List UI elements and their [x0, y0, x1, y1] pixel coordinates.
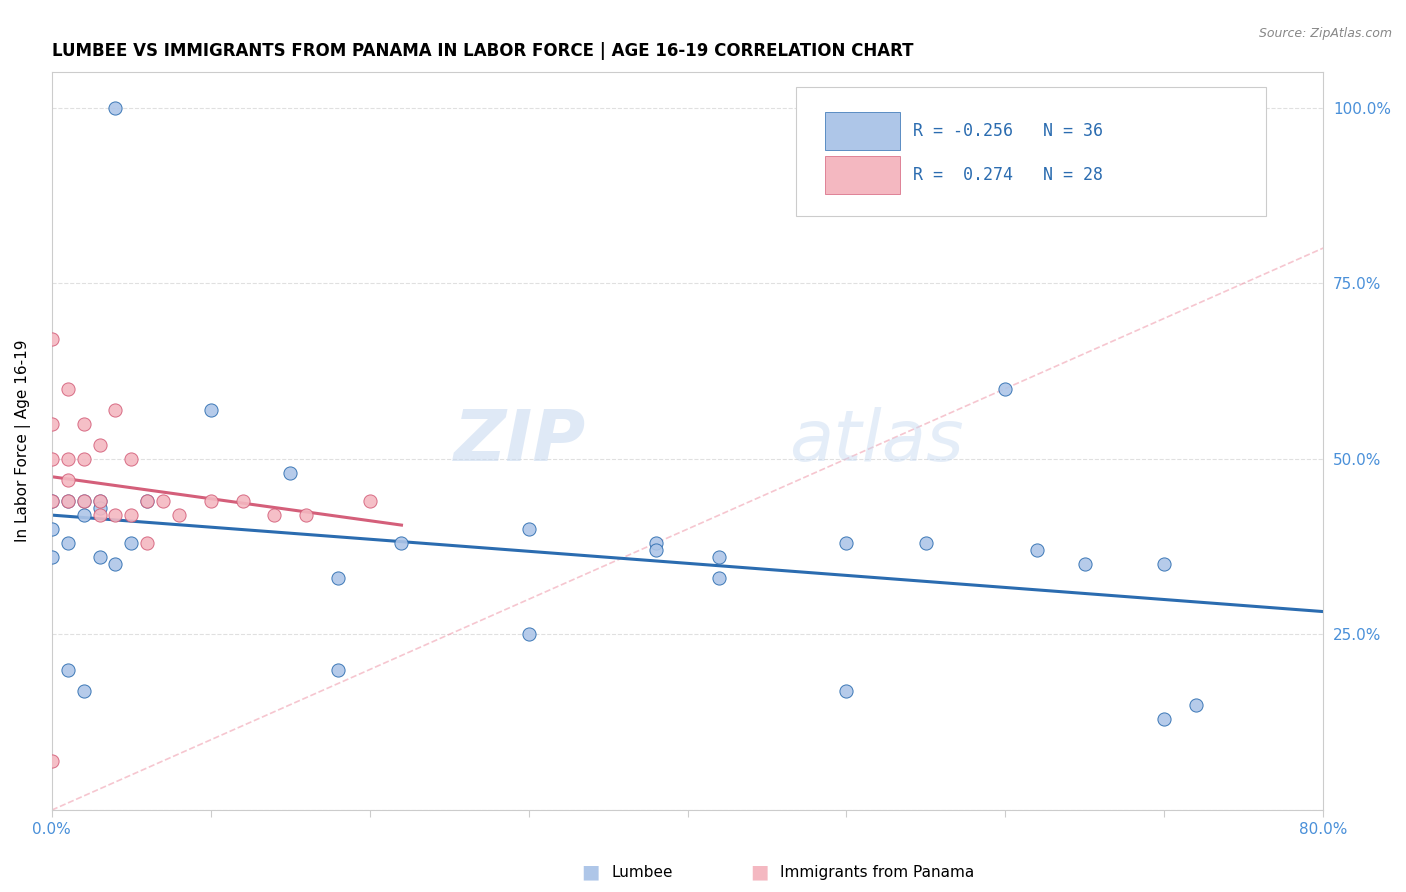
Text: LUMBEE VS IMMIGRANTS FROM PANAMA IN LABOR FORCE | AGE 16-19 CORRELATION CHART: LUMBEE VS IMMIGRANTS FROM PANAMA IN LABO…: [52, 42, 914, 60]
Point: [72, 417, 94, 431]
Point: [517, 627, 540, 641]
Point: [835, 536, 858, 550]
Point: [56, 536, 79, 550]
Point: [1185, 698, 1208, 712]
Point: [120, 508, 142, 522]
Text: R = -0.256   N = 36: R = -0.256 N = 36: [912, 121, 1102, 140]
Point: [709, 550, 731, 565]
Text: atlas: atlas: [789, 407, 965, 475]
Point: [232, 494, 254, 508]
FancyBboxPatch shape: [796, 87, 1265, 216]
Point: [89, 494, 111, 508]
Point: [295, 508, 318, 522]
Point: [200, 494, 222, 508]
Point: [1153, 557, 1175, 571]
Point: [41, 417, 63, 431]
Point: [517, 522, 540, 536]
Point: [644, 536, 666, 550]
Point: [72, 451, 94, 466]
Point: [72, 508, 94, 522]
Point: [326, 571, 349, 585]
Point: [994, 382, 1017, 396]
Point: [104, 557, 127, 571]
Point: [56, 494, 79, 508]
Point: [1153, 712, 1175, 726]
Point: [1074, 557, 1097, 571]
Point: [89, 550, 111, 565]
Point: [1026, 543, 1049, 558]
Point: [56, 451, 79, 466]
Point: [72, 494, 94, 508]
Point: [104, 508, 127, 522]
Point: [120, 451, 142, 466]
Point: [41, 522, 63, 536]
Point: [41, 451, 63, 466]
Point: [709, 571, 731, 585]
Point: [391, 536, 413, 550]
Point: [167, 508, 190, 522]
Point: [56, 663, 79, 677]
Point: [56, 382, 79, 396]
Point: [104, 101, 127, 115]
Point: [644, 543, 666, 558]
Text: ZIP: ZIP: [454, 407, 586, 475]
Text: Source: ZipAtlas.com: Source: ZipAtlas.com: [1258, 27, 1392, 40]
Point: [136, 536, 159, 550]
Point: [263, 508, 285, 522]
Y-axis label: In Labor Force | Age 16-19: In Labor Force | Age 16-19: [15, 340, 31, 542]
Point: [72, 683, 94, 698]
Point: [915, 536, 938, 550]
Text: R =  0.274   N = 28: R = 0.274 N = 28: [912, 166, 1102, 184]
Point: [120, 536, 142, 550]
Text: Immigrants from Panama: Immigrants from Panama: [780, 865, 974, 880]
Point: [89, 508, 111, 522]
Point: [56, 473, 79, 487]
Text: ■: ■: [581, 863, 600, 882]
Point: [89, 438, 111, 452]
Point: [72, 494, 94, 508]
Text: ■: ■: [749, 863, 769, 882]
Point: [104, 402, 127, 417]
Point: [152, 494, 174, 508]
Point: [136, 494, 159, 508]
Point: [136, 494, 159, 508]
Point: [200, 402, 222, 417]
Text: Lumbee: Lumbee: [612, 865, 673, 880]
FancyBboxPatch shape: [825, 156, 900, 194]
Point: [326, 663, 349, 677]
Point: [41, 494, 63, 508]
Point: [41, 332, 63, 346]
Point: [89, 494, 111, 508]
Point: [56, 494, 79, 508]
FancyBboxPatch shape: [825, 112, 900, 150]
Point: [835, 683, 858, 698]
Point: [278, 466, 301, 480]
Point: [359, 494, 381, 508]
Point: [89, 500, 111, 515]
Point: [41, 754, 63, 768]
Point: [41, 494, 63, 508]
Point: [41, 550, 63, 565]
